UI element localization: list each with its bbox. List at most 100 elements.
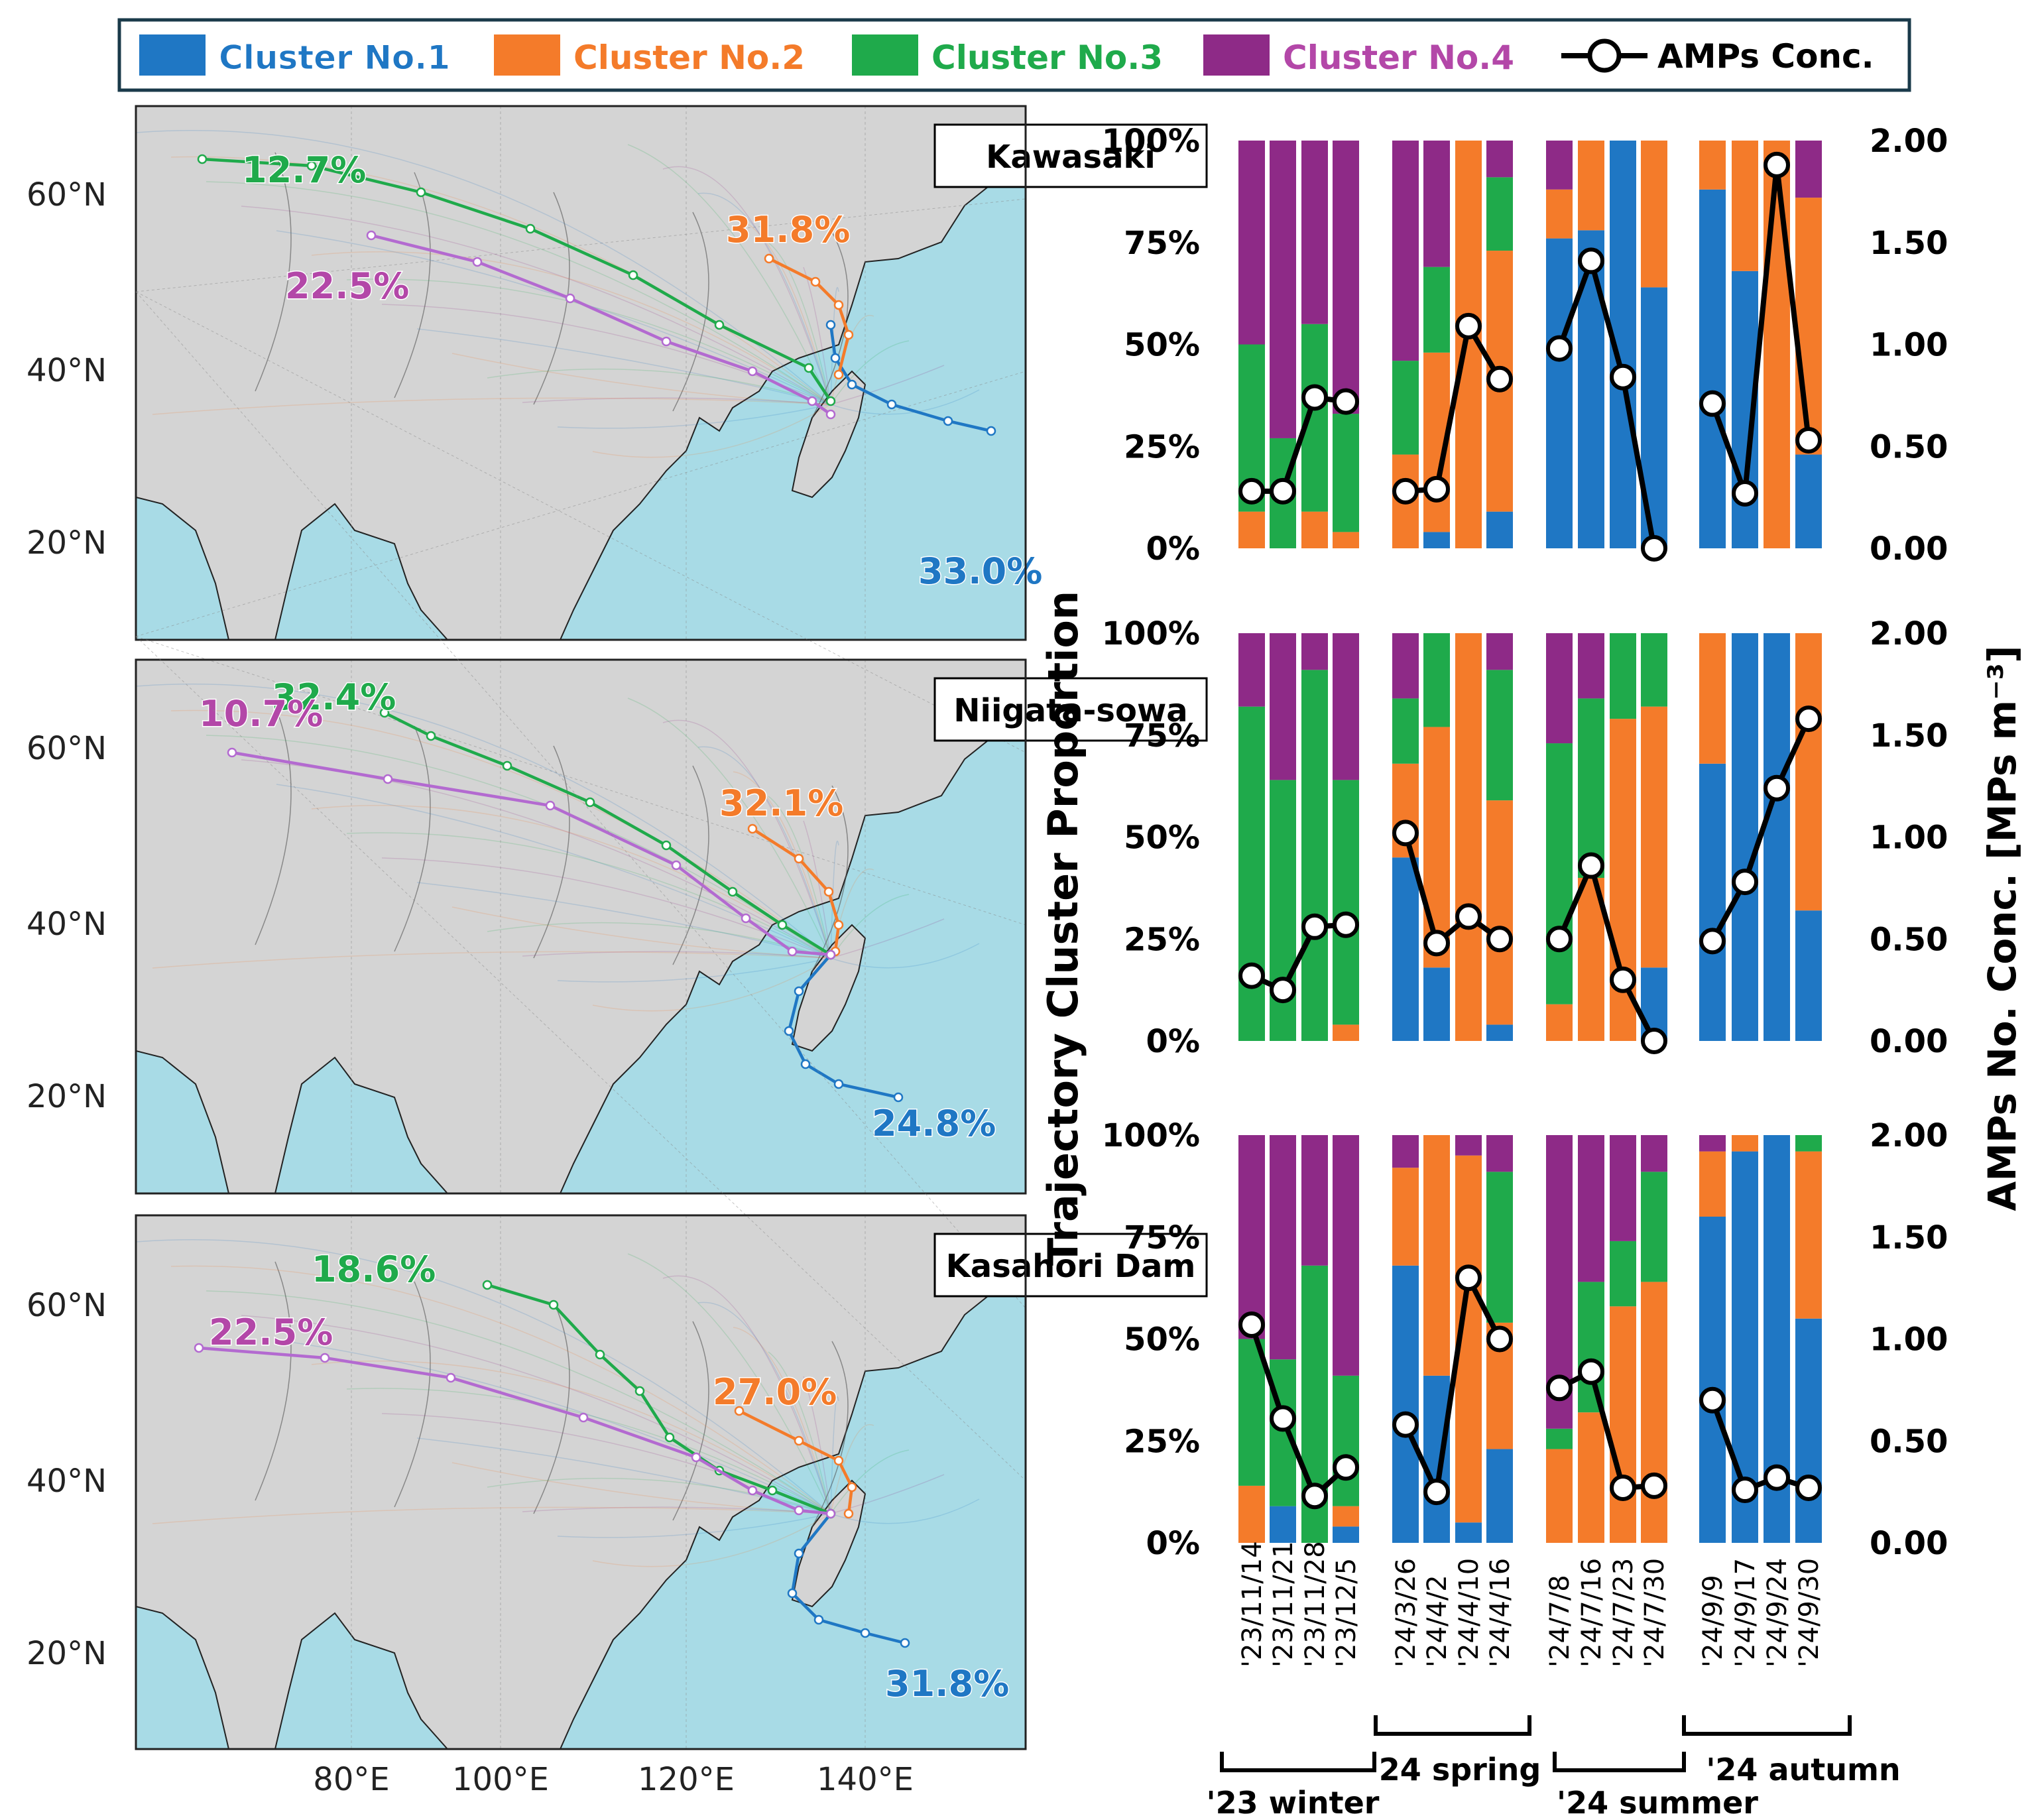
amps-conc-line	[1557, 252, 1657, 549]
amps-conc-point	[1764, 774, 1790, 802]
cluster3-trajectory	[202, 157, 832, 402]
bar-segment-cluster4	[1578, 1135, 1604, 1282]
trajectory-point	[525, 223, 536, 234]
left-tick-label: 75%	[1124, 225, 1200, 262]
bar-segment-cluster3	[1333, 414, 1359, 532]
bar-segment-cluster4	[1486, 1135, 1513, 1172]
bar-segment-cluster1	[1699, 1217, 1726, 1543]
trajectory-point	[833, 300, 844, 310]
bar-segment-cluster3	[1270, 1359, 1296, 1506]
trajectory-point	[664, 1432, 675, 1443]
trajectory-point	[794, 986, 804, 997]
map-frame	[135, 658, 1027, 1195]
left-tick-label: 0%	[1146, 1023, 1201, 1060]
left-tick-label: 50%	[1124, 1321, 1200, 1359]
bar-segment-cluster2	[1238, 1485, 1265, 1543]
site-name: Kasahori Dam	[946, 1248, 1196, 1285]
bracket-line	[1553, 1752, 1686, 1772]
trajectory-point	[472, 257, 483, 267]
bar-segment-cluster2	[1301, 511, 1328, 548]
right-tick-label: 0.50	[1870, 428, 1948, 465]
background-trajectory	[733, 1327, 831, 1514]
left-tick-label: 100%	[1102, 1117, 1200, 1154]
country-border	[533, 192, 570, 405]
lat-label-60-panel3: 60°N	[27, 1287, 107, 1324]
date-label: '23/12/5	[1331, 1558, 1362, 1668]
trajectory-point	[847, 379, 857, 390]
trajectory-point	[833, 1455, 844, 1466]
bar-segment-cluster3	[1546, 743, 1573, 1004]
background-trajectory	[416, 882, 831, 959]
bar-segment-cluster1	[1795, 454, 1822, 548]
bar-segment-cluster2	[1699, 141, 1726, 190]
bar-segment-cluster3	[1610, 633, 1636, 719]
background-trajectory	[451, 353, 831, 405]
bar-segment-cluster2	[1455, 633, 1482, 1041]
cluster4-percentage: 22.5%	[285, 265, 409, 307]
bar-segment-cluster4	[1333, 1135, 1359, 1376]
bar-segment-cluster4	[1238, 633, 1265, 707]
background-trajectory	[311, 251, 831, 405]
amps-conc-point	[1486, 926, 1513, 953]
bar-segment-cluster4	[1270, 633, 1296, 780]
background-trajectory	[592, 1513, 831, 1567]
right-tick-label: 1.50	[1870, 1219, 1948, 1256]
amps-conc-point	[1333, 911, 1359, 938]
amps-conc-point	[1795, 1474, 1822, 1501]
bar-segment-cluster1	[1423, 532, 1450, 548]
legend-label-cluster1: Cluster No.1	[219, 38, 450, 77]
background-trajectory	[768, 796, 831, 959]
cluster3-percentage: 32.4%	[272, 676, 396, 718]
country-border	[811, 1341, 849, 1528]
background-trajectory	[487, 368, 831, 405]
bar-segment-cluster1	[1795, 910, 1822, 1041]
land-mass	[135, 659, 1026, 1194]
trajectory-point	[595, 1349, 605, 1360]
background-trajectory	[557, 957, 831, 983]
bar-segment-cluster4	[1301, 141, 1328, 324]
trajectory-point	[810, 276, 821, 287]
country-border	[533, 1301, 570, 1514]
background-trajectory	[522, 397, 831, 405]
background-trajectory	[557, 404, 831, 429]
legend-marker-sample	[1587, 38, 1622, 73]
bar-segment-cluster4	[1486, 141, 1513, 178]
map-frame	[135, 1214, 1027, 1750]
background-trajectory	[206, 735, 831, 959]
bar-segment-cluster3	[1423, 267, 1450, 353]
country-border	[811, 785, 849, 972]
trajectory-point	[416, 187, 426, 198]
amps-conc-point	[1333, 388, 1359, 415]
background-trajectory	[830, 943, 980, 969]
trajectory-point	[671, 860, 682, 871]
bar-segment-cluster4	[1333, 141, 1359, 414]
bar-segment-cluster3	[1795, 1135, 1822, 1152]
amps-conc-point	[1795, 427, 1822, 454]
amps-conc-point	[1238, 477, 1265, 505]
trajectory-point	[634, 1386, 645, 1396]
cluster3-percentage: 12.7%	[242, 149, 366, 191]
bar-segment-cluster1	[1764, 633, 1790, 1041]
bar-segment-cluster2	[1333, 1506, 1359, 1527]
amps-conc-point	[1699, 928, 1726, 955]
gridline	[135, 291, 1026, 1309]
bar-segment-cluster2	[1641, 706, 1667, 968]
bar-segment-cluster3	[1546, 1428, 1573, 1449]
trajectory-point	[227, 747, 237, 758]
trajectory-point	[426, 731, 436, 741]
bar-segment-cluster1	[1699, 763, 1726, 1041]
amps-conc-point	[1732, 869, 1758, 896]
bar-segment-cluster1	[1423, 967, 1450, 1041]
background-trajectory	[830, 365, 945, 405]
bar-segment-cluster1	[1699, 189, 1726, 548]
amps-conc-point	[1764, 151, 1790, 178]
trajectory-point	[578, 1412, 589, 1423]
background-trajectory	[135, 129, 831, 405]
amps-conc-point	[1699, 390, 1726, 417]
lon-label-100: 100°E	[452, 1761, 549, 1798]
right-tick-label: 0.00	[1870, 530, 1948, 568]
amps-conc-point	[1486, 365, 1513, 393]
trajectory-point	[764, 253, 774, 264]
season-bracket	[1374, 1715, 1531, 1736]
bar-segment-cluster4	[1610, 1135, 1636, 1241]
